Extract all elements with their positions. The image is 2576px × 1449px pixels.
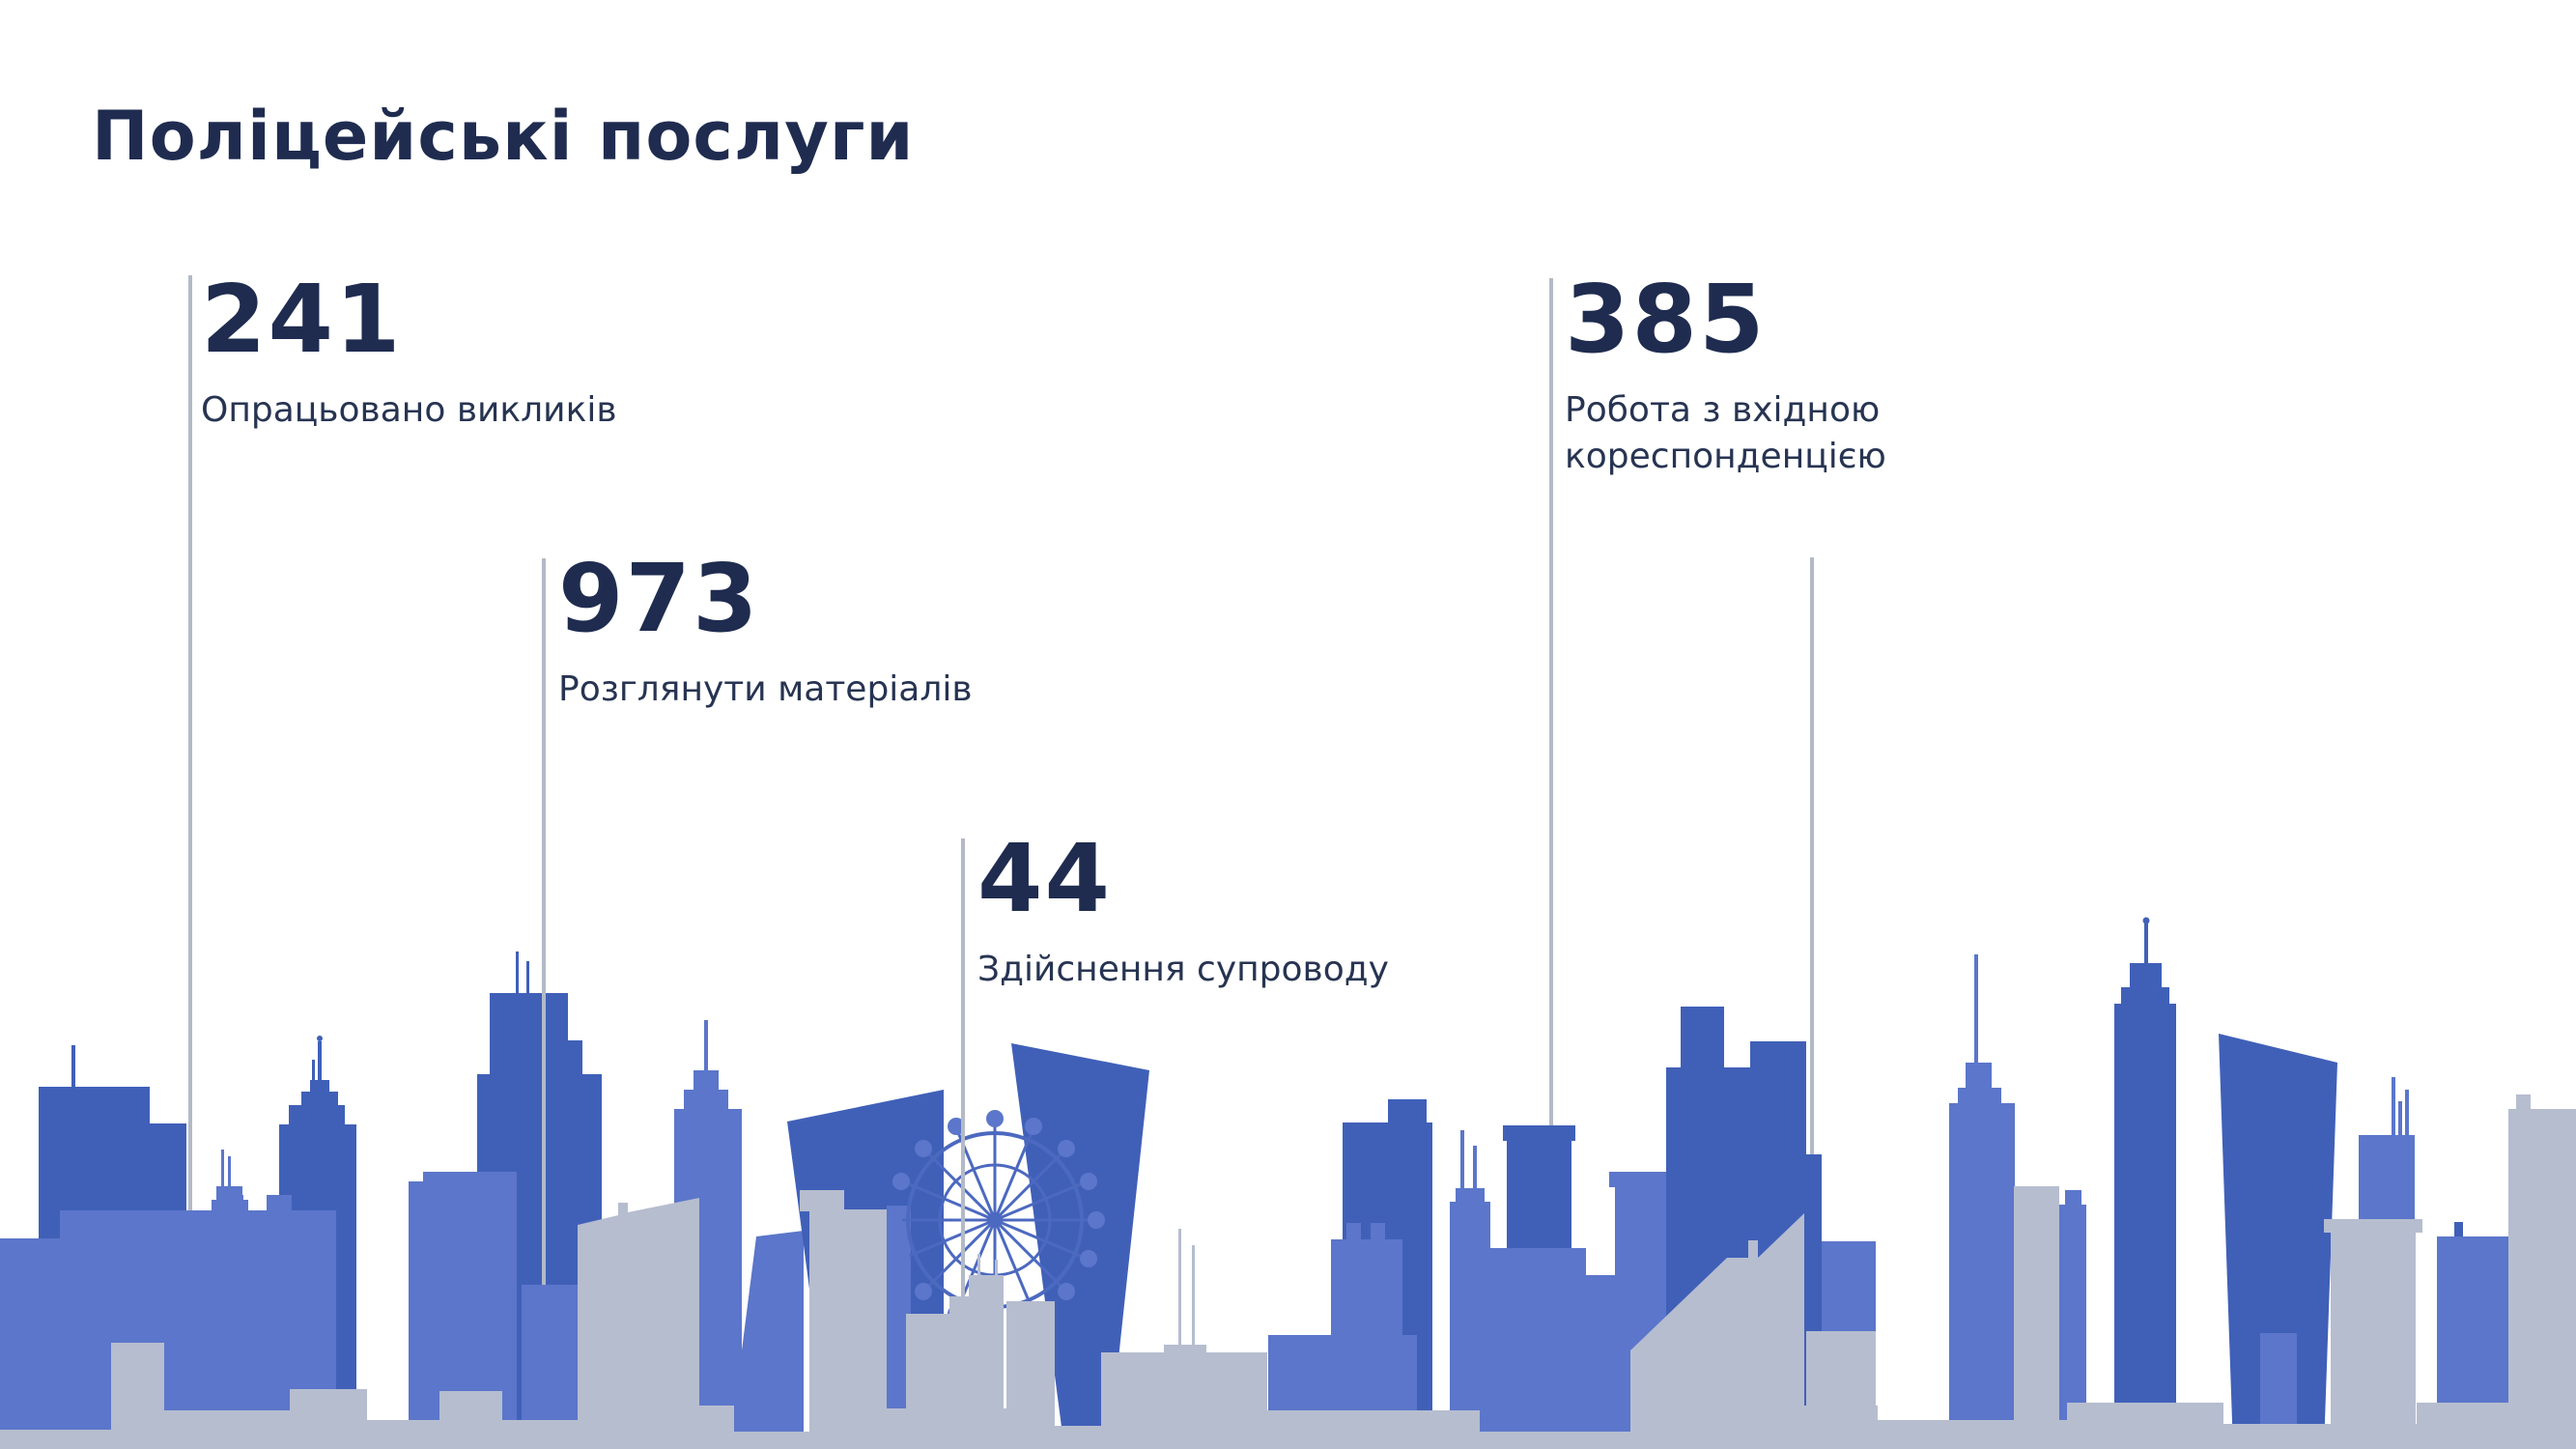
connector-line-2 <box>542 558 546 1285</box>
stat-reviewed-materials: 973 Розглянути матеріалів <box>558 552 973 713</box>
stat-incoming-correspondence: 385 Робота з вхідною кореспонденцією <box>1565 272 1970 480</box>
stat-escorts: 44 Здійснення супроводу <box>977 832 1389 993</box>
stat-value: 973 <box>558 544 760 653</box>
page-title: Поліцейські послуги <box>92 97 915 176</box>
stat-label: Здійснення супроводу <box>977 950 1389 989</box>
stat-label: Розглянути матеріалів <box>558 669 973 709</box>
stat-value: 241 <box>201 265 403 374</box>
skyline-foreground-gray <box>0 1190 2576 1449</box>
stat-label: Опрацьовано викликів <box>201 390 617 430</box>
stat-value: 44 <box>977 824 1112 933</box>
stat-label: Робота з вхідною кореспонденцією <box>1565 390 1886 476</box>
connector-line-4 <box>1549 278 1553 1132</box>
connector-line-3 <box>961 838 965 1302</box>
stat-processed-calls: 241 Опрацьовано викликів <box>201 272 617 434</box>
connector-line-5 <box>1810 557 1814 1333</box>
stat-value: 385 <box>1565 265 1767 374</box>
connector-line-1 <box>188 275 192 1217</box>
stat-connector-lines-back <box>188 275 1814 1333</box>
